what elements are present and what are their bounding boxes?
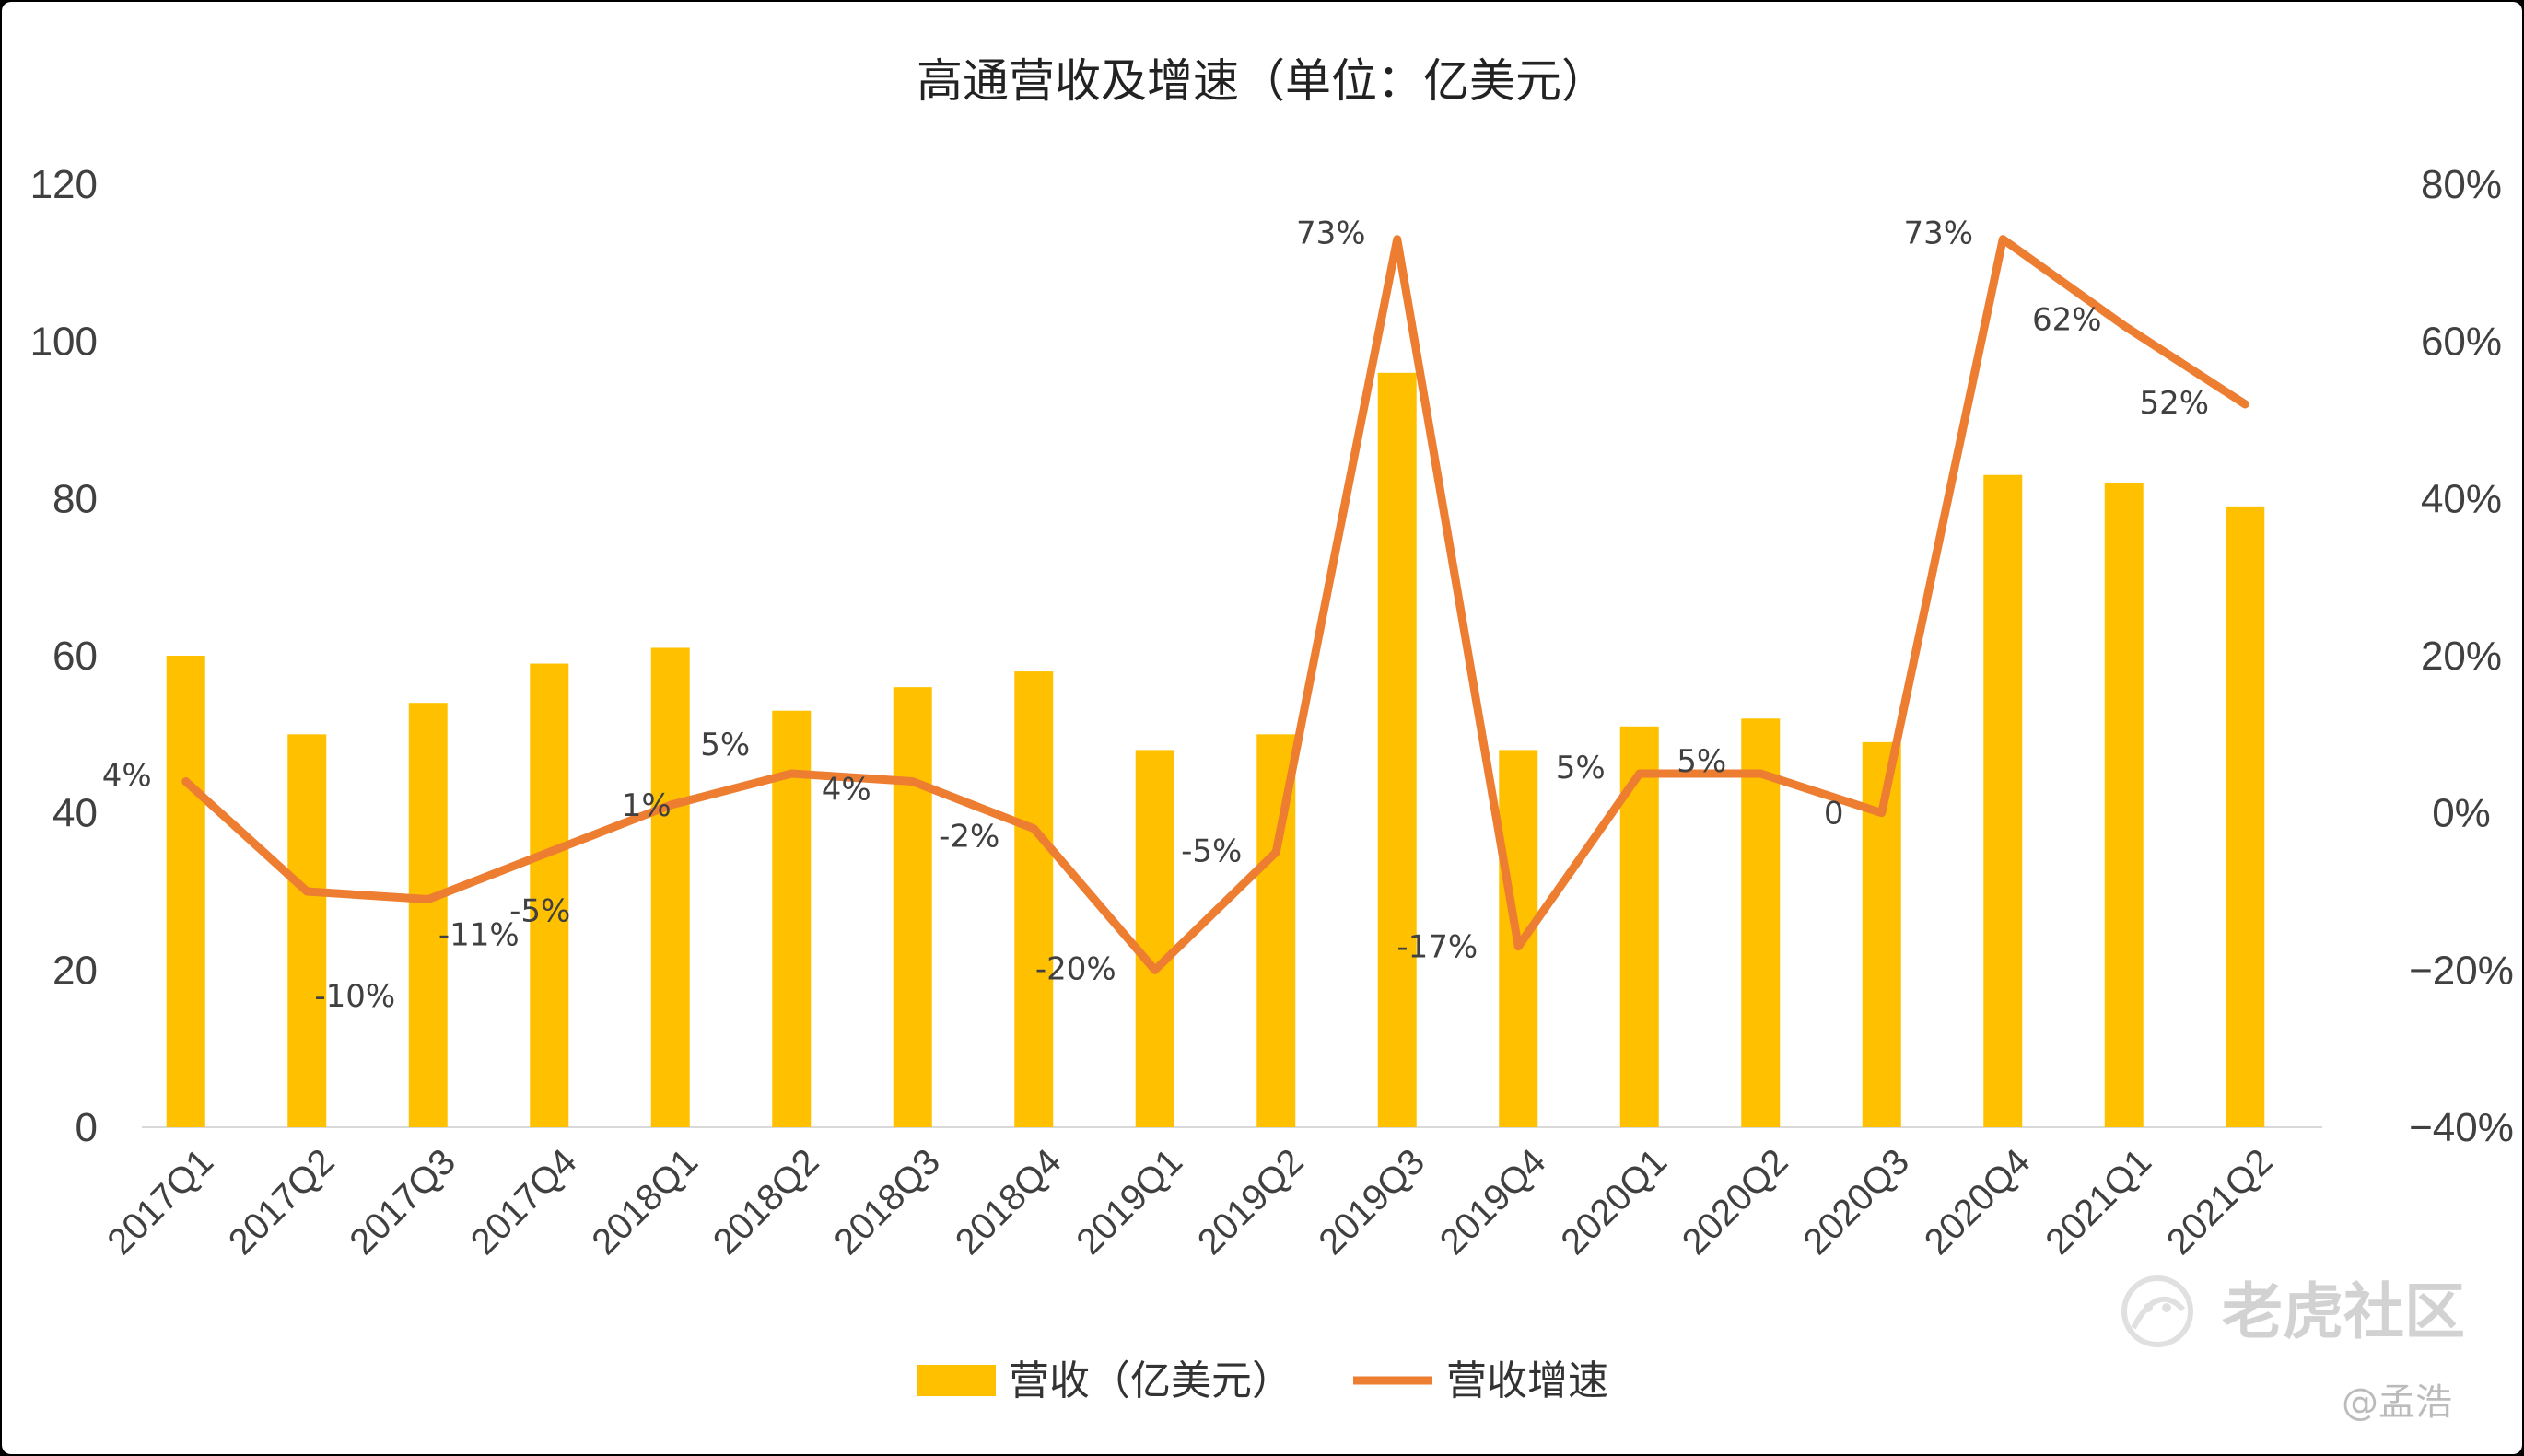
- tiger-logo-icon: [2121, 1275, 2193, 1347]
- growth-point: [1638, 773, 1641, 775]
- revenue-bar: [408, 703, 448, 1127]
- revenue-bar: [1741, 718, 1781, 1127]
- growth-point: [1275, 851, 1278, 854]
- growth-data-label: -5%: [1181, 833, 1242, 869]
- legend-bar-label: 营收（亿美元）: [1009, 1357, 1292, 1404]
- right-tick-label: 0%: [2432, 791, 2491, 836]
- bar-series: [166, 372, 2265, 1127]
- revenue-bar: [650, 647, 690, 1127]
- category-label: 2020Q4: [1917, 1141, 2039, 1263]
- growth-line: [181, 235, 2249, 974]
- growth-data-label: 73%: [1903, 215, 1973, 252]
- growth-data-label: -11%: [438, 917, 520, 954]
- category-label: 2018Q1: [584, 1141, 706, 1263]
- legend: 营收（亿美元） 营收增速: [917, 1357, 1608, 1404]
- growth-data-label: 5%: [1677, 743, 1726, 780]
- revenue-bar: [2104, 483, 2144, 1127]
- category-labels: 2017Q1 2017Q2 2017Q3 2017Q4 2018Q1 2018Q2 2018…: [99, 1141, 2280, 1263]
- growth-data-label: 5%: [1556, 750, 1606, 786]
- left-tick-label: 100: [30, 320, 98, 365]
- category-label: 2018Q2: [706, 1141, 827, 1263]
- category-label: 2020Q2: [1675, 1141, 1796, 1263]
- category-label: 2020Q1: [1553, 1141, 1675, 1263]
- category-label: 2019Q2: [1190, 1141, 1312, 1263]
- growth-point: [911, 780, 914, 783]
- growth-data-label: 52%: [2139, 385, 2209, 422]
- line-series: [181, 235, 2249, 974]
- growth-data-label: -10%: [314, 978, 395, 1015]
- right-tick-label: 60%: [2421, 320, 2502, 365]
- growth-data-label: 4%: [822, 772, 871, 809]
- growth-data-label: 62%: [2032, 302, 2102, 339]
- growth-point: [2244, 402, 2247, 405]
- revenue-bar: [166, 656, 205, 1127]
- growth-point: [2002, 238, 2004, 240]
- revenue-bar: [2226, 506, 2265, 1127]
- category-label: 2018Q4: [948, 1141, 1069, 1263]
- growth-data-label: 4%: [102, 758, 152, 795]
- category-label: 2018Q3: [826, 1141, 948, 1263]
- growth-data-label: -20%: [1035, 950, 1116, 987]
- growth-point: [790, 773, 793, 775]
- growth-point: [669, 804, 672, 807]
- right-tick-label: 20%: [2421, 634, 2502, 679]
- right-tick-label: 80%: [2421, 162, 2502, 207]
- revenue-bar: [1377, 372, 1417, 1127]
- growth-point: [1880, 811, 1883, 814]
- growth-point: [1033, 827, 1035, 830]
- right-axis-ticks: −40% −20% 0% 20% 40% 60% 80%: [2409, 162, 2514, 1150]
- category-label: 2017Q2: [221, 1141, 343, 1263]
- growth-data-label: 1%: [622, 787, 672, 824]
- growth-data-label: 73%: [1296, 215, 1366, 252]
- growth-data-label: -5%: [509, 892, 570, 929]
- watermark-brand: 老虎社区: [2222, 1276, 2465, 1347]
- growth-data-label: -2%: [939, 819, 999, 856]
- category-label: 2019Q4: [1432, 1141, 1554, 1263]
- revenue-bar: [893, 687, 932, 1127]
- growth-point: [1759, 773, 1762, 775]
- category-label: 2021Q2: [2159, 1141, 2281, 1263]
- growth-point: [1517, 945, 1520, 948]
- growth-data-label: 0: [1824, 796, 1844, 833]
- left-tick-label: 60: [53, 634, 98, 679]
- legend-line-label: 营收增速: [1446, 1357, 1608, 1404]
- chart-title: 高通营收及增速（单位：亿美元）: [917, 54, 1607, 108]
- category-label: 2020Q3: [1795, 1141, 1917, 1263]
- growth-data-label: 5%: [700, 727, 750, 763]
- line-data-labels: 4%-10%-11%-5%1%5%4%-2%-20%-5%73%-17%5% 5%…: [102, 215, 2209, 1015]
- growth-point: [548, 851, 551, 854]
- left-tick-label: 80: [53, 476, 98, 521]
- revenue-bar: [1014, 671, 1054, 1127]
- category-label: 2019Q3: [1311, 1141, 1432, 1263]
- growth-point: [1396, 238, 1398, 240]
- growth-point: [1153, 969, 1156, 972]
- growth-point: [306, 891, 309, 892]
- right-tick-label: 40%: [2421, 476, 2502, 521]
- left-axis-ticks: 0 20 40 60 80 100 120: [30, 162, 98, 1150]
- category-label: 2021Q1: [2038, 1141, 2159, 1263]
- watermark-user: @孟浩: [2342, 1381, 2452, 1424]
- growth-point: [2122, 324, 2125, 327]
- revenue-bar: [287, 734, 327, 1127]
- growth-point: [184, 780, 187, 783]
- right-tick-label: −40%: [2409, 1105, 2514, 1150]
- left-tick-label: 40: [53, 791, 98, 836]
- category-label: 2017Q3: [342, 1141, 463, 1263]
- legend-bar-swatch: [917, 1365, 996, 1396]
- left-tick-label: 0: [76, 1105, 98, 1150]
- left-tick-label: 20: [53, 948, 98, 993]
- category-label: 2019Q1: [1069, 1141, 1190, 1263]
- category-label: 2017Q4: [463, 1141, 585, 1263]
- category-label: 2017Q1: [99, 1141, 221, 1263]
- revenue-bar: [1135, 750, 1174, 1127]
- watermark: 老虎社区 @孟浩: [2121, 1275, 2465, 1424]
- revenue-bar: [530, 663, 569, 1127]
- revenue-bar: [1983, 474, 2023, 1127]
- growth-point: [427, 898, 429, 901]
- growth-data-label: -17%: [1396, 929, 1478, 966]
- left-tick-label: 120: [30, 162, 98, 207]
- right-tick-label: −20%: [2409, 948, 2514, 993]
